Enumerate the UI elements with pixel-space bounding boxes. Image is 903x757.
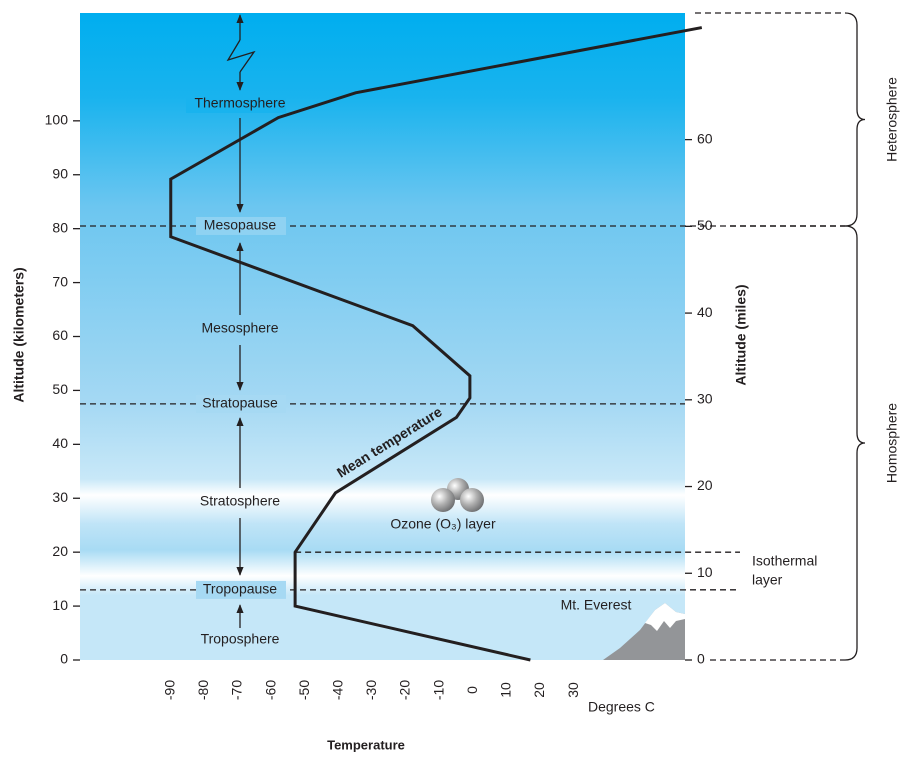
x-unit-label: Degrees C	[588, 699, 655, 715]
ozone-label: Ozone (O₃) layer	[390, 516, 496, 532]
x-tick-label: -40	[330, 680, 346, 700]
boundary-label: Mesopause	[204, 217, 277, 233]
boundary-label: Tropopause	[203, 581, 277, 597]
y-tick-label: 30	[52, 489, 68, 505]
y-tick-label: 20	[52, 543, 68, 559]
x-tick-label: 30	[565, 682, 581, 698]
plot-background	[80, 13, 685, 660]
y-tick-label: 10	[52, 597, 68, 613]
x-tick-label: -10	[430, 680, 446, 700]
y2-axis-title: Altitude (miles)	[733, 284, 749, 385]
x-tick-label: -30	[363, 680, 379, 700]
y-tick-label: 80	[52, 219, 68, 235]
y-tick-label: 60	[52, 327, 68, 343]
y-tick-label: 90	[52, 165, 68, 181]
y-tick-label: 70	[52, 273, 68, 289]
x-tick-label: -80	[195, 680, 211, 700]
x-tick-label: -70	[229, 680, 245, 700]
isothermal-label: layer	[752, 572, 783, 588]
region-brace	[845, 226, 865, 660]
x-tick-label: -60	[262, 680, 278, 700]
y2-tick-label: 40	[697, 304, 713, 320]
layer-label: Thermosphere	[194, 95, 285, 111]
y2-tick-label: 0	[697, 651, 705, 667]
x-tick-label: 20	[531, 682, 547, 698]
y-axis-title: Altitude (kilometers)	[11, 267, 27, 402]
layer-label: Stratosphere	[200, 493, 280, 509]
y-tick-label: 100	[45, 112, 69, 128]
y2-tick-label: 30	[697, 391, 713, 407]
x-tick-label: -20	[397, 680, 413, 700]
region-label: Heterosphere	[884, 77, 900, 162]
chart: Altitude (kilometers) Altitude (miles) T…	[0, 0, 903, 757]
y-tick-label: 0	[60, 651, 68, 667]
x-axis-title: Temperature	[327, 737, 405, 752]
x-tick-label: -50	[296, 680, 312, 700]
layer-label: Mesosphere	[201, 320, 278, 336]
y2-tick-label: 10	[697, 564, 713, 580]
isothermal-label: Isothermal	[752, 553, 817, 569]
layer-label: Troposphere	[201, 631, 280, 647]
y2-tick-label: 50	[697, 217, 713, 233]
x-tick-label: 10	[498, 682, 514, 698]
y-tick-label: 50	[52, 381, 68, 397]
x-tick-label: 0	[464, 686, 480, 694]
y-tick-label: 40	[52, 435, 68, 451]
region-label: Homosphere	[884, 403, 900, 483]
boundary-label: Stratopause	[202, 395, 278, 411]
y2-tick-label: 60	[697, 130, 713, 146]
y2-tick-label: 20	[697, 477, 713, 493]
x-tick-label: -90	[161, 680, 177, 700]
region-brace	[845, 13, 865, 226]
everest-label: Mt. Everest	[561, 597, 632, 613]
